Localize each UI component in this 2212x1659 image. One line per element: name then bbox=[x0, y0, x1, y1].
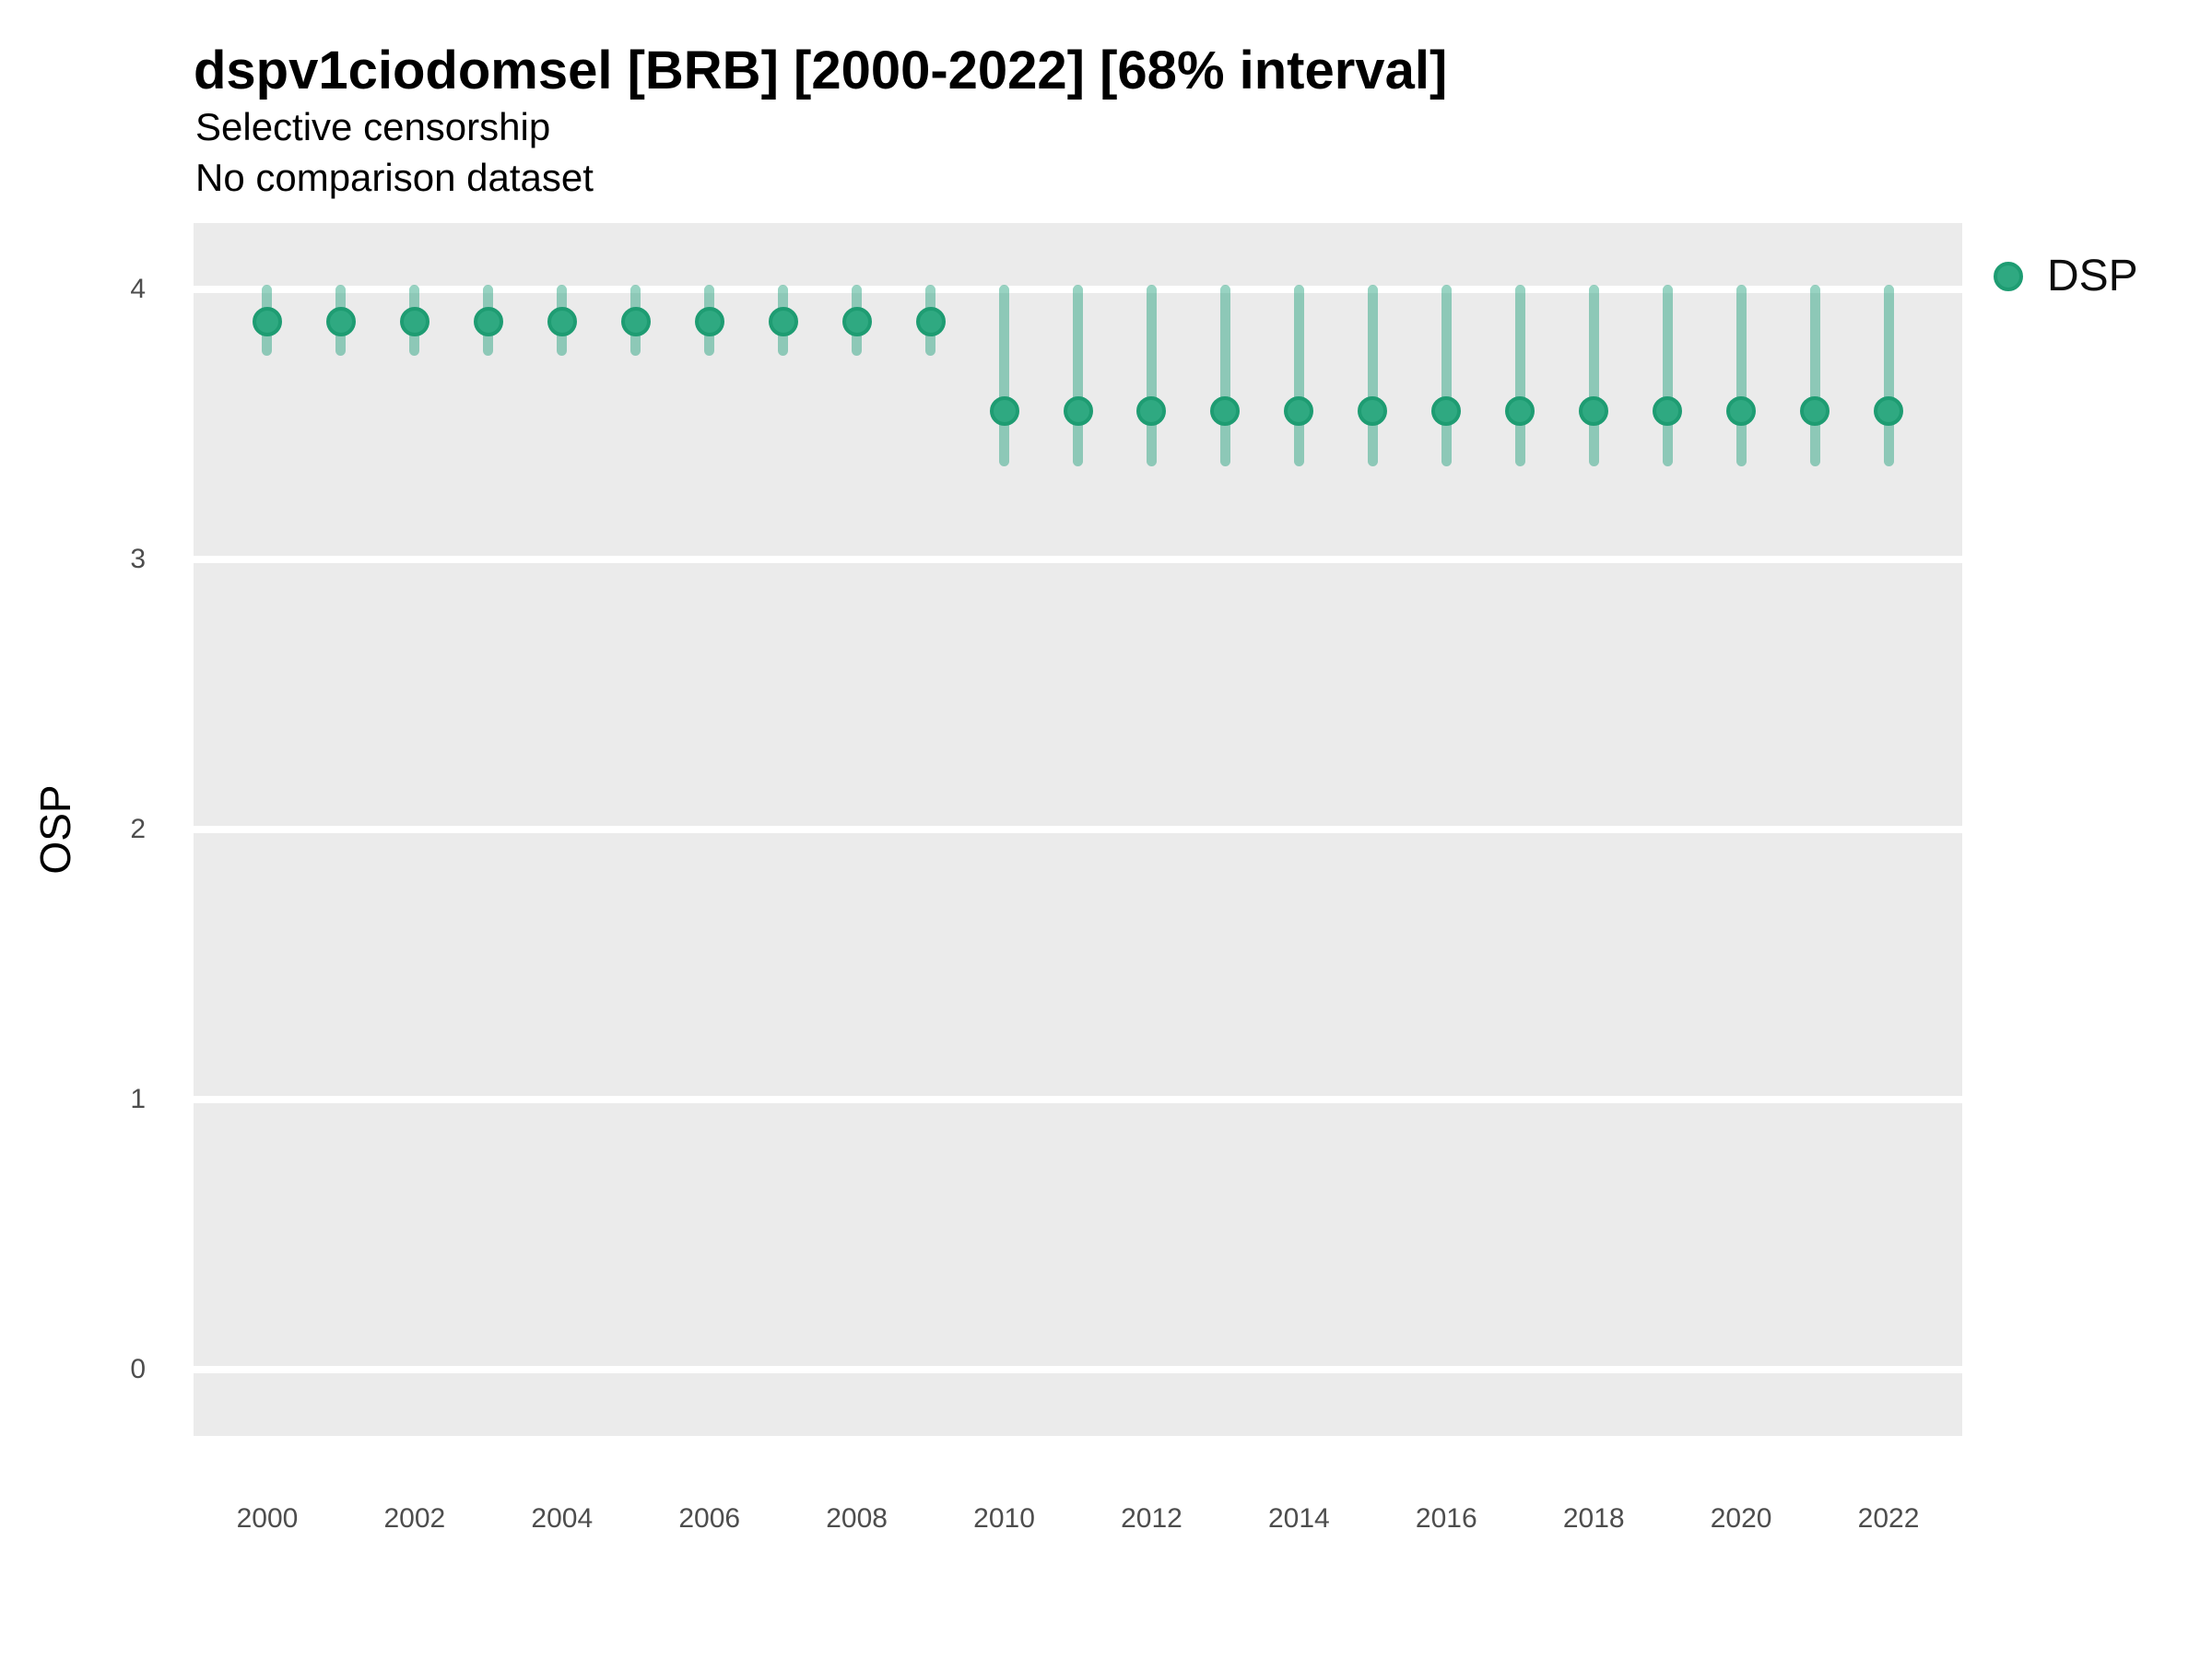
interval-bar-2010 bbox=[999, 284, 1010, 467]
point-2000 bbox=[252, 306, 282, 336]
interval-bar-2020 bbox=[1735, 284, 1747, 467]
legend-label: DSP bbox=[2047, 252, 2138, 300]
y-tick-label-2: 2 bbox=[130, 814, 146, 844]
point-2022 bbox=[1874, 395, 1904, 426]
point-2007 bbox=[768, 306, 798, 336]
interval-bar-2015 bbox=[1367, 284, 1378, 467]
point-2018 bbox=[1579, 395, 1609, 426]
point-2019 bbox=[1653, 395, 1683, 426]
x-tick-label-2022: 2022 bbox=[1857, 1503, 1920, 1534]
point-2012 bbox=[1136, 395, 1167, 426]
point-2009 bbox=[915, 306, 946, 336]
x-tick-label-2000: 2000 bbox=[236, 1503, 299, 1534]
x-tick-label-2008: 2008 bbox=[826, 1503, 888, 1534]
point-2002 bbox=[399, 306, 429, 336]
point-2011 bbox=[1063, 395, 1093, 426]
interval-bar-2019 bbox=[1662, 284, 1673, 467]
interval-bar-2017 bbox=[1514, 284, 1525, 467]
point-2015 bbox=[1358, 395, 1388, 426]
x-tick-label-2004: 2004 bbox=[531, 1503, 594, 1534]
x-tick-label-2010: 2010 bbox=[973, 1503, 1035, 1534]
y-tick-label-1: 1 bbox=[130, 1084, 146, 1115]
legend: DSP bbox=[1994, 249, 2138, 304]
interval-bar-2012 bbox=[1146, 284, 1157, 467]
point-2014 bbox=[1284, 395, 1314, 426]
point-2010 bbox=[989, 395, 1019, 426]
x-tick-label-2018: 2018 bbox=[1562, 1503, 1625, 1534]
legend-marker-dot bbox=[1994, 262, 2023, 291]
point-2008 bbox=[841, 306, 872, 336]
point-2016 bbox=[1431, 395, 1462, 426]
interval-bar-2014 bbox=[1293, 284, 1304, 467]
point-2020 bbox=[1726, 395, 1757, 426]
x-tick-label-2002: 2002 bbox=[383, 1503, 446, 1534]
interval-bar-2021 bbox=[1809, 284, 1820, 467]
x-tick-label-2006: 2006 bbox=[678, 1503, 741, 1534]
interval-bar-2011 bbox=[1073, 284, 1083, 467]
gridline-y-3 bbox=[194, 555, 1962, 563]
interval-bar-2016 bbox=[1441, 284, 1452, 467]
plot-panel bbox=[194, 223, 1962, 1436]
gridline-y-0 bbox=[194, 1366, 1962, 1374]
point-2017 bbox=[1505, 395, 1535, 426]
gridline-y-1 bbox=[194, 1096, 1962, 1104]
point-2013 bbox=[1210, 395, 1241, 426]
y-tick-label-4: 4 bbox=[130, 273, 146, 304]
x-tick-label-2012: 2012 bbox=[1121, 1503, 1182, 1534]
point-2003 bbox=[473, 306, 503, 336]
gridline-y-2 bbox=[194, 826, 1962, 833]
x-tick-label-2020: 2020 bbox=[1710, 1503, 1772, 1534]
point-2006 bbox=[694, 306, 724, 336]
x-tick-label-2014: 2014 bbox=[1268, 1503, 1330, 1534]
x-tick-label-2016: 2016 bbox=[1415, 1503, 1477, 1534]
point-2001 bbox=[325, 306, 356, 336]
y-tick-label-0: 0 bbox=[130, 1354, 146, 1385]
chart-subtitle-line2: No comparison dataset bbox=[195, 156, 594, 199]
y-tick-label-3: 3 bbox=[130, 543, 146, 574]
interval-bar-2022 bbox=[1883, 284, 1894, 467]
gridline-y-4 bbox=[194, 285, 1962, 293]
point-2021 bbox=[1800, 395, 1830, 426]
point-2005 bbox=[620, 306, 651, 336]
interval-bar-2018 bbox=[1588, 284, 1599, 467]
chart-subtitle-line1: Selective censorship bbox=[195, 105, 551, 148]
interval-bar-2013 bbox=[1219, 284, 1230, 467]
chart-title: dspv1ciodomsel [BRB] [2000-2022] [68% in… bbox=[194, 41, 1448, 100]
point-2004 bbox=[547, 306, 577, 336]
